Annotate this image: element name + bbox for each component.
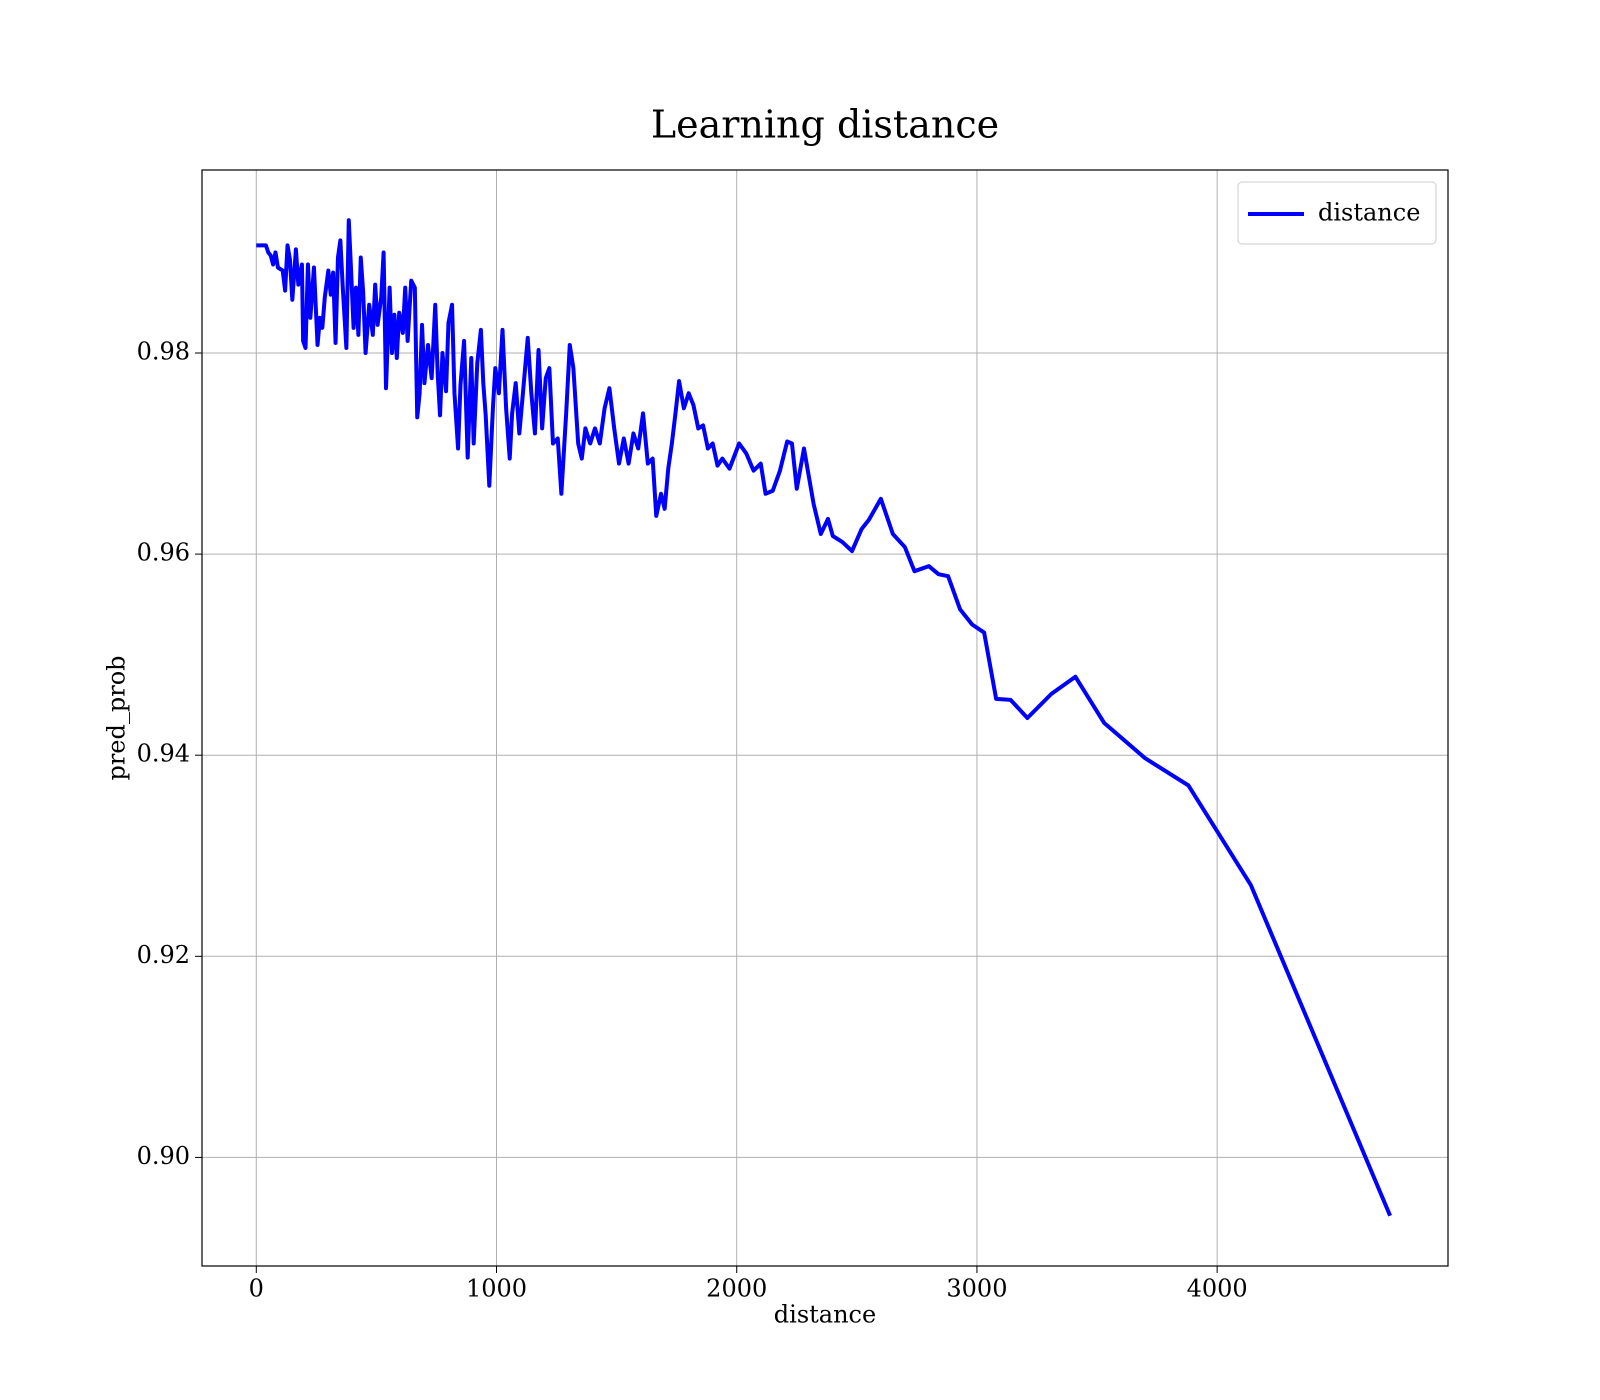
y-tick-label: 0.96 (137, 539, 190, 567)
x-tick-label: 0 (249, 1275, 264, 1303)
x-tick-label: 1000 (466, 1275, 527, 1303)
plot-frame (201, 169, 1449, 1267)
y-tick-label: 0.98 (137, 338, 190, 366)
legend-box (1237, 181, 1437, 245)
x-axis-label: distance (774, 1301, 876, 1329)
y-axis-label: pred_prob (103, 655, 131, 780)
chart-title: Learning distance (651, 103, 999, 147)
y-tick-label: 0.94 (137, 740, 190, 768)
y-tick-label: 0.92 (137, 941, 190, 969)
x-tick-label: 2000 (706, 1275, 767, 1303)
x-tick-label: 3000 (946, 1275, 1007, 1303)
legend-label: distance (1318, 199, 1420, 227)
line-series (256, 218, 1392, 1217)
y-tick-label: 0.90 (137, 1142, 190, 1170)
x-tick-label: 4000 (1187, 1275, 1248, 1303)
